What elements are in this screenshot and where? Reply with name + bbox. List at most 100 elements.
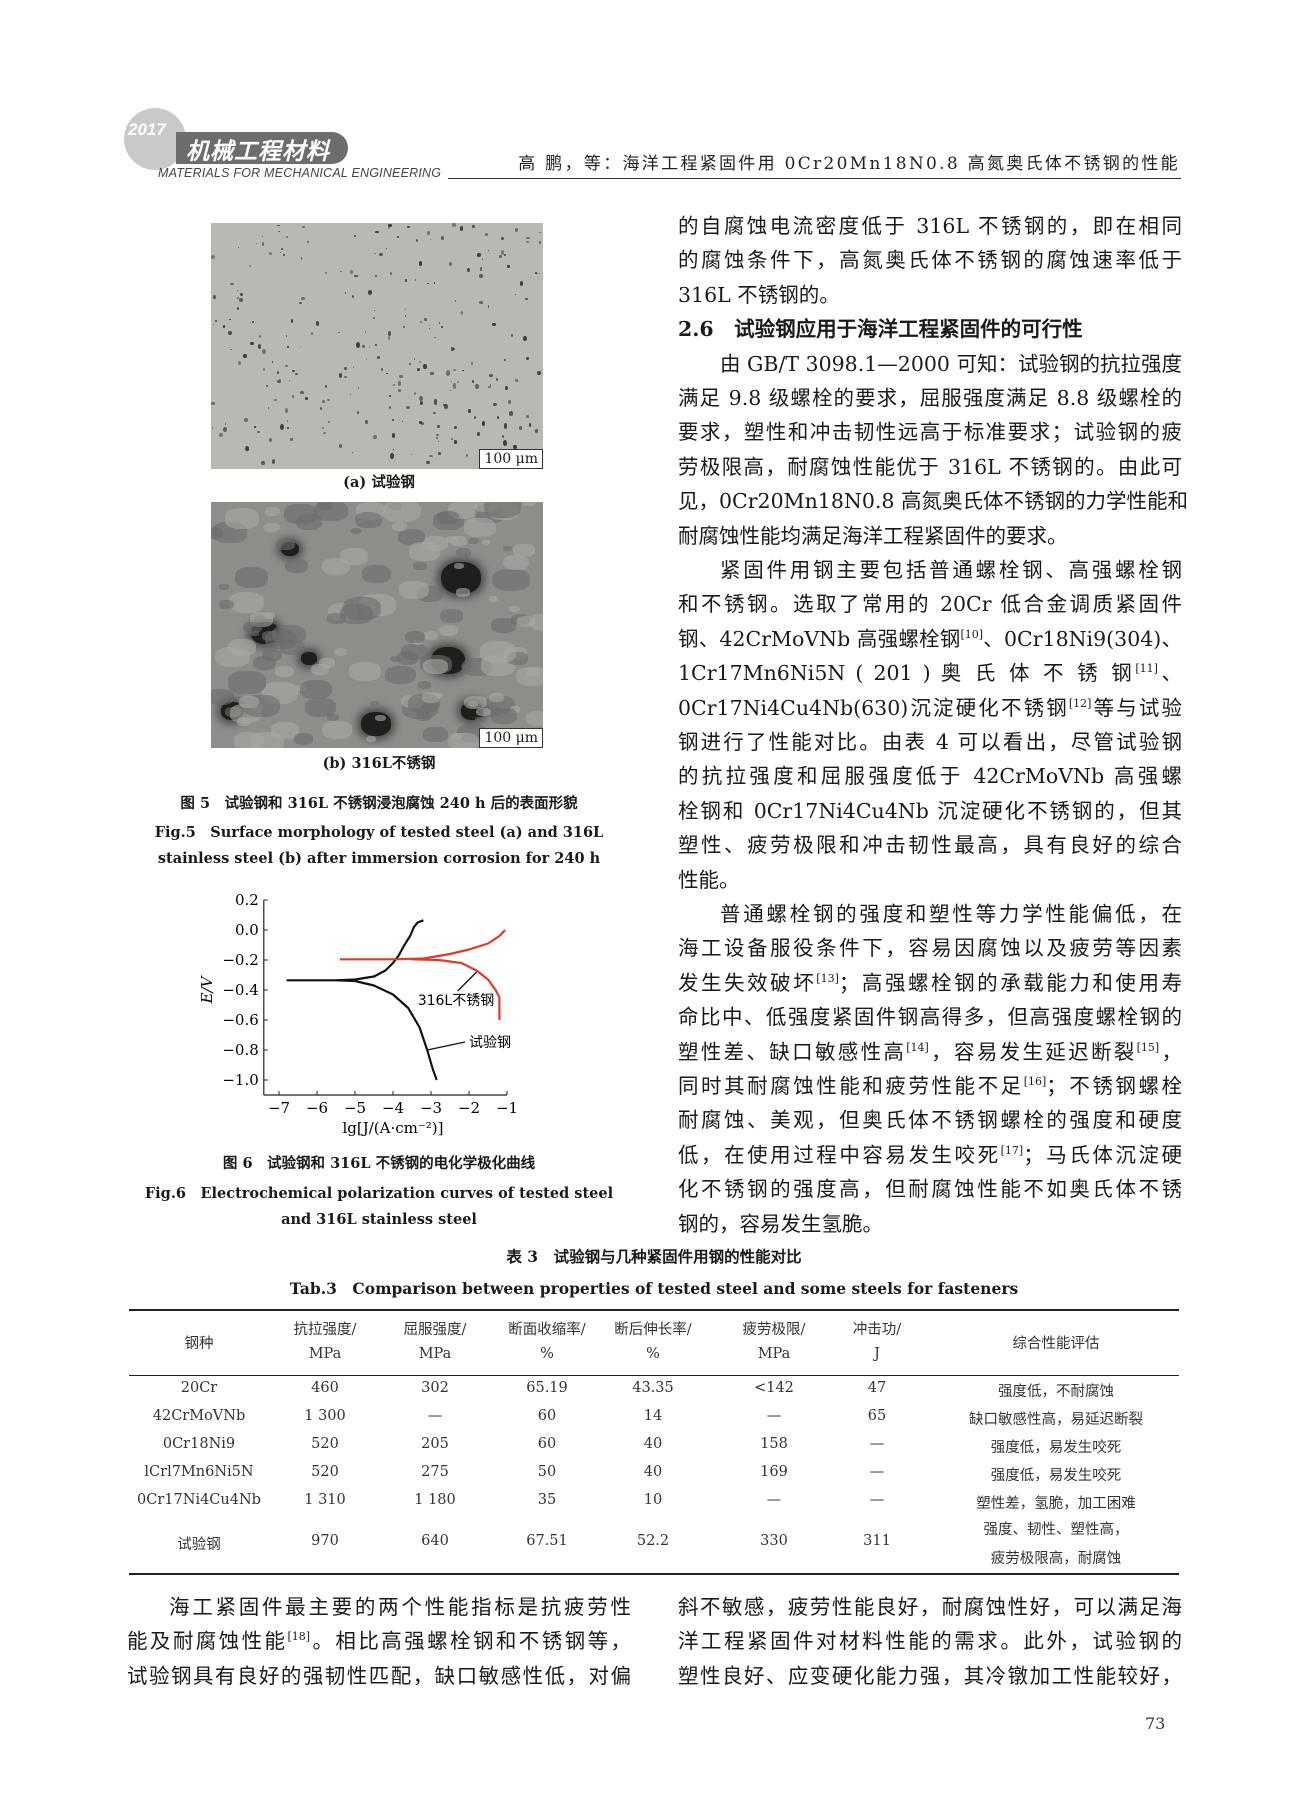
pit-mark: [440, 325, 444, 328]
table-cell: 42CrMoVNb: [152, 1408, 246, 1424]
text-line: 满足 9.8 级螺栓的要求，屈服强度满足 8.8 级螺栓的: [678, 381, 1182, 415]
texture-patch: [361, 565, 392, 584]
pit-mark: [416, 368, 420, 371]
table-cell: 169: [760, 1464, 788, 1480]
pit-mark: [374, 252, 377, 255]
pit-mark: [387, 336, 391, 340]
table-cell: 60: [537, 1436, 557, 1452]
pit-mark: [444, 403, 449, 410]
pit-mark: [262, 235, 264, 238]
table-cell: 1 310: [304, 1492, 346, 1508]
table-cell: 275: [421, 1464, 449, 1480]
pit-mark: [526, 236, 530, 240]
texture-patch: [340, 604, 373, 624]
pit-mark: [456, 381, 459, 384]
pit-mark: [354, 274, 358, 277]
pit-mark: [493, 403, 497, 407]
pit-mark: [368, 290, 373, 295]
pit-mark: [418, 361, 421, 364]
pit-mark: [257, 343, 262, 349]
pit-mark: [301, 297, 305, 300]
text-line: 劳极限高，耐腐蚀性能优于 316L 不锈钢的。由此可: [678, 450, 1182, 484]
pit-mark: [388, 395, 392, 398]
text-segment: 。相比高强螺栓钢和不锈钢等，: [310, 1629, 631, 1654]
texture-patch: [397, 528, 426, 545]
text-line: 命比中、低强度紧固件钢高得多，但高强度螺栓钢的: [678, 1000, 1182, 1034]
pit-mark: [413, 391, 417, 396]
text-segment: 等与试验: [1091, 695, 1182, 720]
table-cell: 520: [311, 1436, 339, 1452]
texture-patch: [219, 584, 229, 591]
pit-mark: [283, 254, 285, 256]
texture-patch: [415, 711, 431, 721]
text-line: 的自腐蚀电流密度低于 316L 不锈钢的，即在相同: [678, 209, 1182, 243]
column-header: 冲击功/: [852, 1322, 902, 1338]
column-header: 断面收缩率/: [508, 1322, 586, 1338]
texture-patch: [453, 563, 464, 570]
text-line: 斜不敏感，疲劳性能良好，耐腐蚀性好，可以满足海: [678, 1590, 1182, 1624]
pit-mark: [511, 333, 514, 337]
pit-mark: [253, 426, 257, 428]
journal-logo-band: [176, 132, 348, 164]
pit-mark: [306, 240, 309, 243]
pit-mark: [358, 387, 360, 389]
pit-mark: [257, 430, 260, 433]
pit-mark: [407, 225, 410, 228]
texture-patch: [311, 664, 329, 675]
text-line: 海工紧固件最主要的两个性能指标是抗疲劳性: [127, 1590, 631, 1624]
texture-patch: [422, 659, 448, 674]
pit-mark: [388, 226, 391, 229]
pit-mark: [445, 370, 450, 376]
pit-mark: [479, 300, 483, 305]
text-segment: 的腐蚀条件下，高氮奥氏体不锈钢的腐蚀速率低于: [678, 248, 1182, 273]
text-line: 洋工程紧固件对材料性能的需求。此外，试验钢的: [678, 1624, 1182, 1658]
texture-patch: [264, 522, 280, 533]
pit-mark: [291, 369, 296, 373]
citation-ref: [15]: [1136, 1040, 1160, 1054]
pit-mark: [479, 273, 484, 278]
texture-patch: [236, 717, 251, 726]
texture-patch: [382, 502, 421, 523]
texture-patch: [512, 543, 535, 557]
text-segment: 要求，塑性和冲击韧性远高于标准要求；试验钢的疲: [678, 420, 1182, 445]
label-leader-line: [457, 971, 478, 992]
pit-mark: [397, 235, 399, 238]
texture-patch: [417, 680, 431, 689]
texture-patch: [437, 511, 460, 525]
pit-mark: [268, 251, 272, 256]
table-cell: 1 300: [304, 1408, 346, 1424]
pit-mark: [526, 356, 530, 361]
pit-mark: [502, 440, 507, 446]
pit-mark: [261, 461, 265, 465]
table-cell: 10: [643, 1492, 663, 1508]
pit-mark: [393, 384, 396, 386]
pit-mark: [389, 272, 392, 275]
pit-mark: [500, 237, 504, 241]
text-segment: 塑性差、缺口敏感性高: [678, 1039, 907, 1064]
y-tick-label: −0.8: [222, 1041, 258, 1059]
texture-patch: [489, 596, 499, 602]
pit-mark: [534, 272, 538, 275]
text-segment: ，: [1159, 1039, 1183, 1064]
journal-name-cn: 机械工程材料: [186, 139, 330, 165]
pit-mark: [338, 331, 340, 334]
pit-mark: [500, 250, 504, 255]
pit-mark: [433, 411, 436, 415]
text-line: 0Cr17Ni4Cu4Nb(630)沉淀硬化不锈钢[12]等与试验: [678, 691, 1182, 725]
text-segment: 、0Cr18Ni9(304)、: [983, 626, 1182, 651]
pit-mark: [284, 407, 289, 413]
x-tick-label: −1: [496, 1099, 518, 1117]
table-cell: 强度低，不耐腐蚀: [998, 1384, 1114, 1400]
texture-patch: [275, 665, 295, 677]
text-segment: 的自腐蚀电流密度低于 316L 不锈钢的，即在相同: [678, 214, 1182, 238]
pit-mark: [361, 344, 365, 348]
texture-patch: [263, 612, 275, 619]
pit-mark: [471, 225, 476, 228]
texture-patch: [483, 502, 521, 518]
pit-mark: [250, 342, 254, 345]
texture-patch: [461, 663, 471, 670]
table-cell: —: [869, 1436, 885, 1452]
pit-mark: [537, 371, 541, 376]
pit-mark: [481, 258, 484, 261]
pit-mark: [245, 446, 249, 452]
